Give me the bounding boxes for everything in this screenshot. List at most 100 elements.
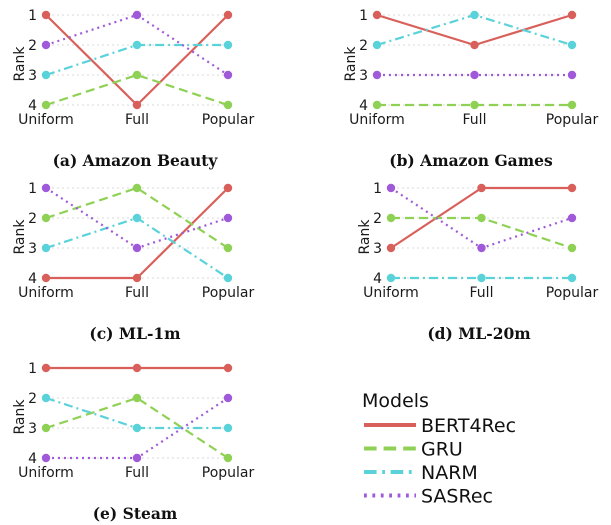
y-tick-label: 1 (28, 361, 37, 377)
point-bert4rec-uniform (41, 10, 51, 20)
point-narm-full (132, 40, 142, 50)
x-tick-label-full: Full (125, 285, 149, 301)
point-gru-uniform (41, 100, 51, 110)
point-sasrec-popular (223, 70, 233, 80)
point-sasrec-full (132, 243, 142, 253)
point-gru-uniform (41, 423, 51, 433)
point-bert4rec-uniform (386, 243, 396, 253)
point-narm-popular (223, 40, 233, 50)
y-axis-label: Rank (12, 219, 28, 255)
y-tick-label: 1 (373, 181, 382, 197)
series-line-narm (45, 43, 228, 77)
point-narm-uniform (372, 40, 382, 50)
point-gru-uniform (41, 213, 51, 223)
x-tick-label-uniform: Uniform (18, 112, 74, 128)
y-tick-label: 2 (359, 38, 368, 54)
y-tick-label: 3 (359, 68, 368, 84)
point-narm-popular (567, 273, 577, 283)
point-sasrec-full (477, 243, 486, 253)
point-sasrec-popular (567, 213, 577, 223)
series-line-bert4rec (46, 187, 229, 280)
x-tick-label-full: Full (125, 465, 149, 481)
series-line-gru (391, 216, 573, 250)
y-tick-label: 3 (373, 241, 382, 257)
point-bert4rec-popular (223, 183, 233, 193)
point-gru-full (470, 100, 479, 110)
x-tick-label-full: Full (463, 112, 487, 128)
point-bert4rec-popular (223, 10, 233, 20)
point-sasrec-uniform (41, 183, 51, 193)
point-sasrec-uniform (41, 40, 51, 50)
panel-caption: (e) Steam (93, 504, 178, 523)
x-tick-label-popular: Popular (202, 465, 255, 481)
legend-label-gru: GRU (421, 439, 463, 461)
series-line-narm (45, 396, 228, 430)
series-line-sasrec (45, 13, 229, 76)
point-bert4rec-uniform (372, 10, 382, 20)
y-tick-label: 3 (28, 241, 37, 257)
point-bert4rec-uniform (41, 273, 51, 283)
point-bert4rec-popular (223, 363, 233, 373)
y-tick-label: 1 (359, 8, 368, 24)
point-sasrec-full (132, 453, 142, 463)
point-sasrec-popular (567, 70, 577, 80)
x-tick-label-popular: Popular (202, 285, 255, 301)
point-narm-full (132, 213, 142, 223)
y-tick-label: 1 (28, 181, 37, 197)
panel-caption: (b) Amazon Games (389, 151, 553, 170)
point-narm-full (477, 273, 486, 283)
legend-label-narm: NARM (421, 462, 478, 484)
y-tick-label: 3 (28, 421, 37, 437)
legend-title: Models (362, 390, 429, 412)
point-narm-uniform (41, 393, 51, 403)
x-tick-label-popular: Popular (202, 112, 255, 128)
point-sasrec-full (132, 10, 142, 20)
point-bert4rec-full (132, 363, 142, 373)
point-gru-popular (567, 100, 577, 110)
x-tick-label-popular: Popular (546, 285, 599, 301)
point-gru-uniform (372, 100, 382, 110)
point-bert4rec-full (132, 100, 142, 110)
y-tick-label: 3 (28, 68, 37, 84)
x-tick-label-uniform: Uniform (363, 285, 419, 301)
series-line-bert4rec (45, 14, 229, 107)
point-gru-uniform (386, 213, 396, 223)
x-tick-label-uniform: Uniform (349, 112, 405, 128)
legend-label-bert4rec: BERT4Rec (421, 415, 516, 437)
point-narm-popular (223, 273, 233, 283)
panel-caption: (c) ML-1m (89, 324, 181, 343)
x-tick-label-uniform: Uniform (18, 285, 74, 301)
point-narm-popular (567, 40, 577, 50)
point-narm-full (132, 423, 142, 433)
y-tick-label: 4 (28, 271, 37, 287)
series-line-gru (45, 396, 229, 459)
legend-label-sasrec: SASRec (421, 486, 493, 508)
point-sasrec-uniform (41, 453, 51, 463)
point-bert4rec-popular (567, 10, 577, 20)
point-gru-full (132, 183, 142, 193)
y-tick-label: 4 (359, 98, 368, 114)
point-gru-full (132, 393, 142, 403)
y-tick-label: 4 (28, 451, 37, 467)
series-line-narm (376, 13, 573, 47)
y-tick-label: 1 (28, 8, 37, 24)
point-gru-popular (223, 453, 233, 463)
y-tick-label: 2 (28, 211, 37, 227)
x-tick-label-full: Full (470, 285, 494, 301)
point-gru-full (477, 213, 486, 223)
y-axis-label: Rank (357, 219, 373, 255)
panel-caption: (a) Amazon Beauty (53, 151, 219, 170)
point-sasrec-uniform (372, 70, 382, 80)
point-gru-popular (567, 243, 577, 253)
point-gru-popular (223, 100, 233, 110)
point-sasrec-full (470, 70, 479, 80)
series-line-gru (45, 73, 229, 107)
series-line-bert4rec (376, 13, 573, 47)
y-axis-label: Rank (343, 46, 359, 82)
point-bert4rec-popular (567, 183, 577, 193)
